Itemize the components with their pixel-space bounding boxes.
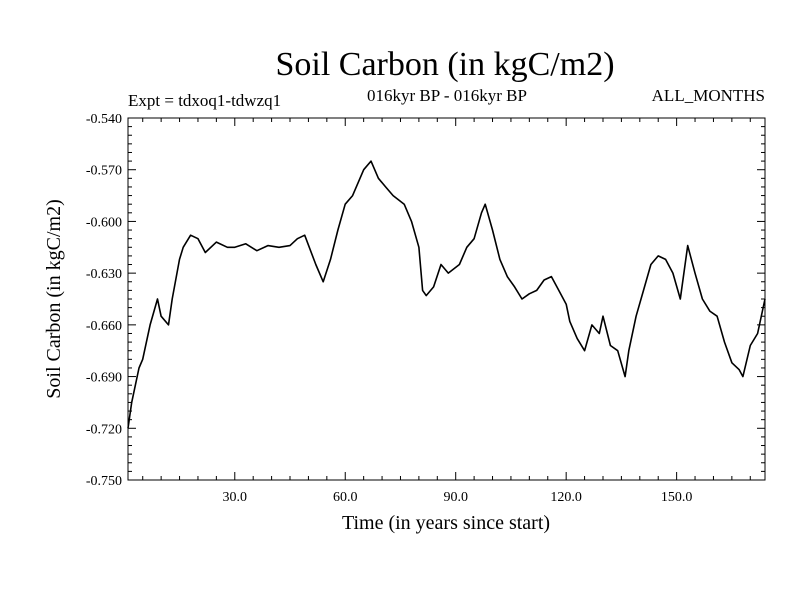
x-axis: 30.0 60.0 90.0 120.0 150.0 — [223, 118, 693, 505]
x-tick-label: 30.0 — [223, 490, 248, 505]
y-tick-label: -0.720 — [86, 422, 122, 437]
y-tick-label: -0.660 — [86, 319, 122, 334]
y-tick-label: -0.570 — [86, 164, 122, 179]
y-tick-label: -0.540 — [86, 112, 122, 127]
y-tick-label: -0.630 — [86, 267, 122, 282]
period-label: 016kyr BP - 016kyr BP — [367, 86, 527, 105]
x-axis-label: Time (in years since start) — [342, 512, 550, 534]
x-tick-label: 60.0 — [333, 490, 358, 505]
chart-title: Soil Carbon (in kgC/m2) — [275, 46, 614, 83]
y-tick-label: -0.690 — [86, 371, 122, 386]
y-tick-label: -0.750 — [86, 474, 122, 489]
y-axis-label: Soil Carbon (in kgC/m2) — [43, 199, 65, 398]
x-tick-label: 90.0 — [443, 490, 468, 505]
months-label: ALL_MONTHS — [652, 86, 765, 105]
y-axis: -0.540 -0.570 -0.600 -0.630 -0.660 -0.690 -0.7… — [86, 112, 765, 489]
experiment-label: Expt = tdxoq1-tdwzq1 — [128, 91, 281, 110]
x-tick-label: 120.0 — [550, 490, 582, 505]
plot-frame — [127, 117, 766, 481]
y-tick-label: -0.600 — [86, 215, 122, 230]
x-tick-label: 150.0 — [661, 490, 693, 505]
series-line — [127, 160, 766, 429]
minor-ticks — [128, 118, 765, 480]
